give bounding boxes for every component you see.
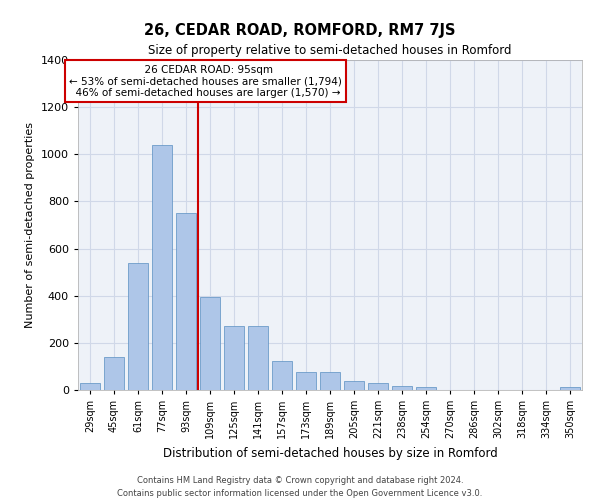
Bar [176, 213, 196, 390]
Bar [248, 326, 268, 390]
X-axis label: Distribution of semi-detached houses by size in Romford: Distribution of semi-detached houses by … [163, 446, 497, 460]
Text: 26, CEDAR ROAD, ROMFORD, RM7 7JS: 26, CEDAR ROAD, ROMFORD, RM7 7JS [144, 22, 456, 38]
Y-axis label: Number of semi-detached properties: Number of semi-detached properties [25, 122, 35, 328]
Bar [560, 387, 580, 390]
Text: Contains HM Land Registry data © Crown copyright and database right 2024.
Contai: Contains HM Land Registry data © Crown c… [118, 476, 482, 498]
Bar [344, 380, 364, 390]
Bar [368, 383, 388, 390]
Bar [320, 372, 340, 390]
Title: Size of property relative to semi-detached houses in Romford: Size of property relative to semi-detach… [148, 44, 512, 58]
Bar [152, 145, 172, 390]
Bar [128, 262, 148, 390]
Bar [416, 387, 436, 390]
Bar [392, 386, 412, 390]
Bar [104, 357, 124, 390]
Text: 26 CEDAR ROAD: 95sqm
← 53% of semi-detached houses are smaller (1,794)
  46% of : 26 CEDAR ROAD: 95sqm ← 53% of semi-detac… [69, 64, 341, 98]
Bar [80, 384, 100, 390]
Bar [296, 372, 316, 390]
Bar [224, 326, 244, 390]
Bar [200, 297, 220, 390]
Bar [272, 360, 292, 390]
